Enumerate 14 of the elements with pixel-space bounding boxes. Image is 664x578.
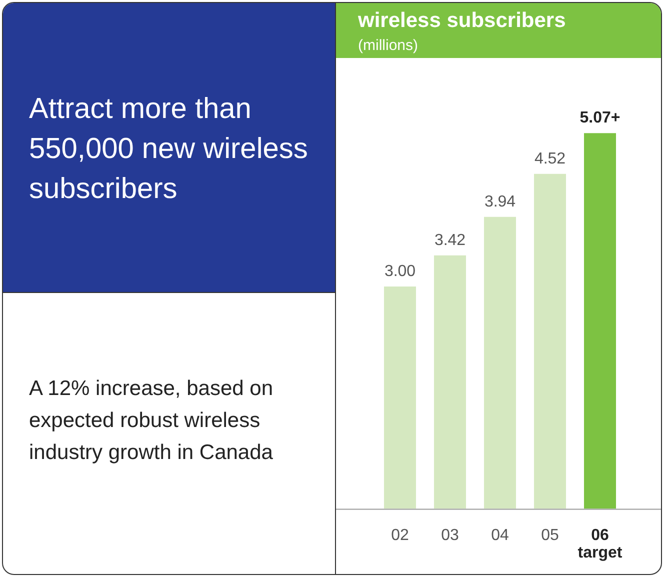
- chart-subtitle: (millions): [358, 37, 418, 54]
- data-label: 4.52: [534, 150, 566, 168]
- text: A 12% increase, based on expected robust wireless industry growth in Canada: [29, 376, 274, 466]
- data-label: 3.00: [384, 262, 416, 280]
- text: Attract more than 550,000 new wireless subscribers: [29, 92, 309, 207]
- x-tick-label: 03: [441, 527, 459, 544]
- data-label: 3.42: [434, 232, 466, 249]
- data-label: 5.07+: [580, 110, 620, 127]
- data-label: 3.94: [484, 193, 516, 210]
- x-tick-label: 04: [491, 527, 509, 544]
- x-tick-label: 02: [391, 527, 409, 544]
- x-tick-label: 05: [541, 527, 559, 544]
- x-tick-label: 06 target: [578, 527, 623, 562]
- chart-title: wireless subscribers: [358, 9, 566, 33]
